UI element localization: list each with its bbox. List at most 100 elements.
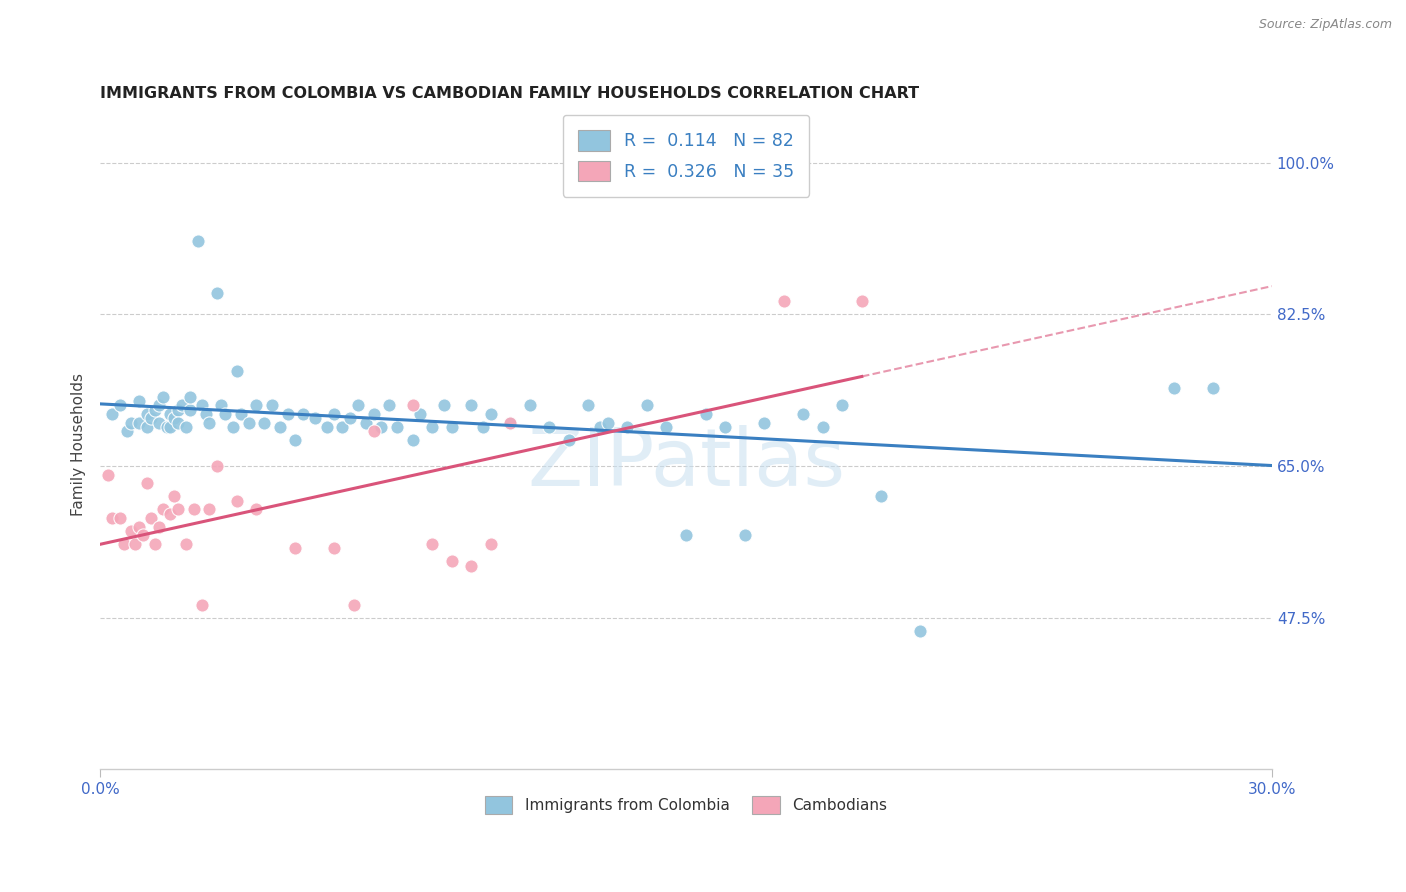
Point: [238, 416, 260, 430]
Point: [117, 424, 139, 438]
Point: [323, 541, 346, 556]
Point: [190, 398, 212, 412]
Point: [519, 398, 541, 412]
Point: [148, 519, 170, 533]
Point: [772, 294, 794, 309]
Point: [183, 502, 205, 516]
Point: [101, 407, 124, 421]
Text: Source: ZipAtlas.com: Source: ZipAtlas.com: [1258, 18, 1392, 31]
Point: [124, 537, 146, 551]
Point: [143, 537, 166, 551]
Point: [225, 363, 247, 377]
Point: [159, 507, 181, 521]
Point: [198, 502, 221, 516]
Point: [910, 624, 932, 638]
Point: [831, 398, 853, 412]
Point: [655, 420, 678, 434]
Point: [339, 411, 361, 425]
Point: [636, 398, 658, 412]
Point: [97, 467, 120, 482]
Point: [304, 411, 326, 425]
Point: [385, 420, 408, 434]
Point: [440, 554, 463, 568]
Legend: Immigrants from Colombia, Cambodians: Immigrants from Colombia, Cambodians: [479, 790, 893, 820]
Point: [152, 390, 174, 404]
Point: [167, 502, 190, 516]
Point: [616, 420, 638, 434]
Point: [245, 398, 267, 412]
Point: [269, 420, 291, 434]
Point: [538, 420, 561, 434]
Point: [596, 416, 619, 430]
Point: [179, 402, 201, 417]
Point: [420, 537, 443, 551]
Point: [209, 398, 232, 412]
Point: [1163, 381, 1185, 395]
Point: [363, 407, 385, 421]
Point: [471, 420, 494, 434]
Point: [440, 420, 463, 434]
Point: [323, 407, 346, 421]
Point: [433, 398, 456, 412]
Point: [343, 598, 366, 612]
Point: [148, 398, 170, 412]
Point: [139, 411, 162, 425]
Point: [136, 476, 159, 491]
Point: [460, 398, 482, 412]
Point: [229, 407, 252, 421]
Point: [792, 407, 814, 421]
Point: [576, 398, 599, 412]
Point: [214, 407, 236, 421]
Point: [139, 511, 162, 525]
Point: [460, 558, 482, 573]
Text: ZIPatlas: ZIPatlas: [527, 425, 845, 503]
Point: [330, 420, 353, 434]
Point: [136, 420, 159, 434]
Point: [207, 458, 229, 473]
Point: [370, 420, 392, 434]
Point: [401, 433, 423, 447]
Point: [136, 407, 159, 421]
Point: [714, 420, 737, 434]
Y-axis label: Family Households: Family Households: [72, 373, 86, 516]
Point: [163, 411, 186, 425]
Point: [752, 416, 775, 430]
Point: [695, 407, 717, 421]
Point: [851, 294, 873, 309]
Point: [108, 398, 131, 412]
Point: [128, 416, 150, 430]
Point: [675, 528, 697, 542]
Point: [284, 541, 307, 556]
Point: [179, 390, 201, 404]
Point: [292, 407, 315, 421]
Point: [245, 502, 267, 516]
Point: [253, 416, 276, 430]
Point: [284, 433, 307, 447]
Point: [870, 489, 893, 503]
Point: [159, 407, 181, 421]
Point: [167, 402, 190, 417]
Point: [194, 407, 217, 421]
Point: [128, 393, 150, 408]
Point: [222, 420, 245, 434]
Point: [354, 416, 377, 430]
Point: [409, 407, 432, 421]
Point: [174, 420, 197, 434]
Text: IMMIGRANTS FROM COLOMBIA VS CAMBODIAN FAMILY HOUSEHOLDS CORRELATION CHART: IMMIGRANTS FROM COLOMBIA VS CAMBODIAN FA…: [100, 87, 920, 102]
Point: [163, 489, 186, 503]
Point: [1202, 381, 1225, 395]
Point: [589, 420, 612, 434]
Point: [479, 537, 502, 551]
Point: [315, 420, 337, 434]
Point: [378, 398, 401, 412]
Point: [347, 398, 370, 412]
Point: [479, 407, 502, 421]
Point: [155, 420, 177, 434]
Point: [190, 598, 212, 612]
Point: [143, 402, 166, 417]
Point: [207, 285, 229, 300]
Point: [363, 424, 385, 438]
Point: [198, 416, 221, 430]
Point: [132, 528, 155, 542]
Point: [187, 234, 209, 248]
